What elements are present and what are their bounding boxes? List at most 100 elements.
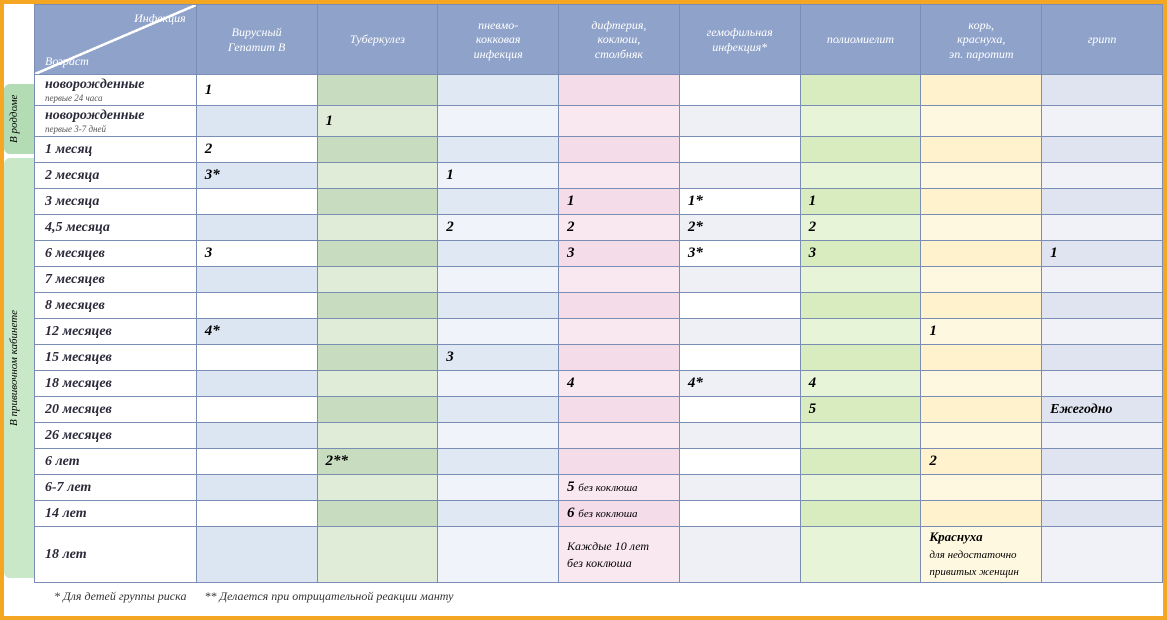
cell-tb	[317, 501, 438, 527]
corner-top: Инфекция	[134, 11, 186, 25]
cell-pneumo	[438, 267, 559, 293]
footnote-a: * Для детей группы риска	[54, 589, 186, 603]
cell-hepb: 3	[196, 241, 317, 267]
table-row: новорожденныепервые 24 часа1	[35, 75, 1163, 106]
cell-tb	[317, 527, 438, 583]
cell-tb	[317, 267, 438, 293]
cell-polio	[800, 137, 921, 163]
age-cell: 20 месяцев	[35, 397, 197, 423]
cell-hib	[679, 106, 800, 137]
side-tab-clinic: В прививочном кабинете	[4, 158, 34, 578]
cell-polio: 1	[800, 189, 921, 215]
cell-flu	[1042, 293, 1163, 319]
cell-pneumo	[438, 189, 559, 215]
age-cell: 6 месяцев	[35, 241, 197, 267]
cell-hib	[679, 527, 800, 583]
table-row: 20 месяцев 5 Ежегодно	[35, 397, 1163, 423]
cell-polio: 5	[800, 397, 921, 423]
corner-cell: Инфекция Возраст	[35, 5, 197, 75]
table-row: 1 месяц2	[35, 137, 1163, 163]
cell-hepb: 1	[196, 75, 317, 106]
cell-hepb	[196, 345, 317, 371]
cell-dtp	[559, 75, 680, 106]
cell-tb	[317, 475, 438, 501]
cell-polio: 4	[800, 371, 921, 397]
cell-tb	[317, 397, 438, 423]
cell-mmr	[921, 267, 1042, 293]
cell-mmr: 2	[921, 449, 1042, 475]
cell-tb: 1	[317, 106, 438, 137]
age-cell: 6 лет	[35, 449, 197, 475]
cell-pneumo	[438, 106, 559, 137]
cell-mmr: 1	[921, 319, 1042, 345]
cell-dtp	[559, 423, 680, 449]
cell-flu	[1042, 371, 1163, 397]
cell-hepb	[196, 397, 317, 423]
cell-flu	[1042, 75, 1163, 106]
cell-polio	[800, 293, 921, 319]
table-row: 7 месяцев	[35, 267, 1163, 293]
col-header-hib: гемофильнаяинфекция*	[679, 5, 800, 75]
cell-dtp: 6 без коклюша	[559, 501, 680, 527]
age-cell: 15 месяцев	[35, 345, 197, 371]
cell-hepb	[196, 371, 317, 397]
cell-pneumo	[438, 75, 559, 106]
age-cell: 3 месяца	[35, 189, 197, 215]
cell-dtp	[559, 319, 680, 345]
cell-hepb	[196, 215, 317, 241]
cell-dtp: 1	[559, 189, 680, 215]
cell-hepb: 4*	[196, 319, 317, 345]
cell-hepb	[196, 501, 317, 527]
cell-polio	[800, 75, 921, 106]
table-row: 6-7 лет5 без коклюша	[35, 475, 1163, 501]
table-row: 26 месяцев	[35, 423, 1163, 449]
cell-pneumo	[438, 449, 559, 475]
corner-bottom: Возраст	[45, 54, 89, 68]
age-cell: 18 лет	[35, 527, 197, 583]
cell-polio	[800, 319, 921, 345]
cell-hib	[679, 423, 800, 449]
cell-flu	[1042, 527, 1163, 583]
cell-tb	[317, 215, 438, 241]
cell-tb	[317, 241, 438, 267]
cell-dtp	[559, 106, 680, 137]
footnote-b: ** Делается при отрицательной реакции ма…	[204, 589, 453, 603]
cell-tb	[317, 137, 438, 163]
col-header-hepb: ВирусныйГепатит В	[196, 5, 317, 75]
age-cell: 1 месяц	[35, 137, 197, 163]
cell-pneumo	[438, 397, 559, 423]
cell-hib: 3*	[679, 241, 800, 267]
cell-mmr	[921, 501, 1042, 527]
cell-tb	[317, 163, 438, 189]
cell-hepb	[196, 475, 317, 501]
cell-flu	[1042, 345, 1163, 371]
col-header-pneumo: пневмо-кокковаяинфекция	[438, 5, 559, 75]
cell-tb	[317, 371, 438, 397]
table-row: 12 месяцев4*1	[35, 319, 1163, 345]
cell-hepb: 2	[196, 137, 317, 163]
age-cell: новорожденныепервые 24 часа	[35, 75, 197, 106]
table-row: 4,5 месяца222*2	[35, 215, 1163, 241]
col-header-dtp: дифтерия,коклюш,столбняк	[559, 5, 680, 75]
cell-dtp: 4	[559, 371, 680, 397]
table-row: 6 месяцев333*31	[35, 241, 1163, 267]
cell-hib	[679, 475, 800, 501]
cell-tb	[317, 75, 438, 106]
cell-flu: Ежегодно	[1042, 397, 1163, 423]
cell-flu	[1042, 267, 1163, 293]
cell-polio	[800, 163, 921, 189]
cell-dtp	[559, 293, 680, 319]
cell-flu	[1042, 501, 1163, 527]
cell-hib	[679, 449, 800, 475]
col-header-tb: Туберкулез	[317, 5, 438, 75]
cell-flu	[1042, 163, 1163, 189]
chart-container: В роддоме В прививочном кабинете Инфекци…	[4, 4, 1163, 616]
cell-hib: 2*	[679, 215, 800, 241]
cell-mmr	[921, 423, 1042, 449]
cell-pneumo: 1	[438, 163, 559, 189]
table-row: новорожденныепервые 3-7 дней1	[35, 106, 1163, 137]
cell-hib	[679, 345, 800, 371]
vaccination-table: Инфекция Возраст ВирусныйГепатит ВТуберкул…	[34, 4, 1163, 583]
cell-hepb	[196, 527, 317, 583]
cell-polio	[800, 501, 921, 527]
